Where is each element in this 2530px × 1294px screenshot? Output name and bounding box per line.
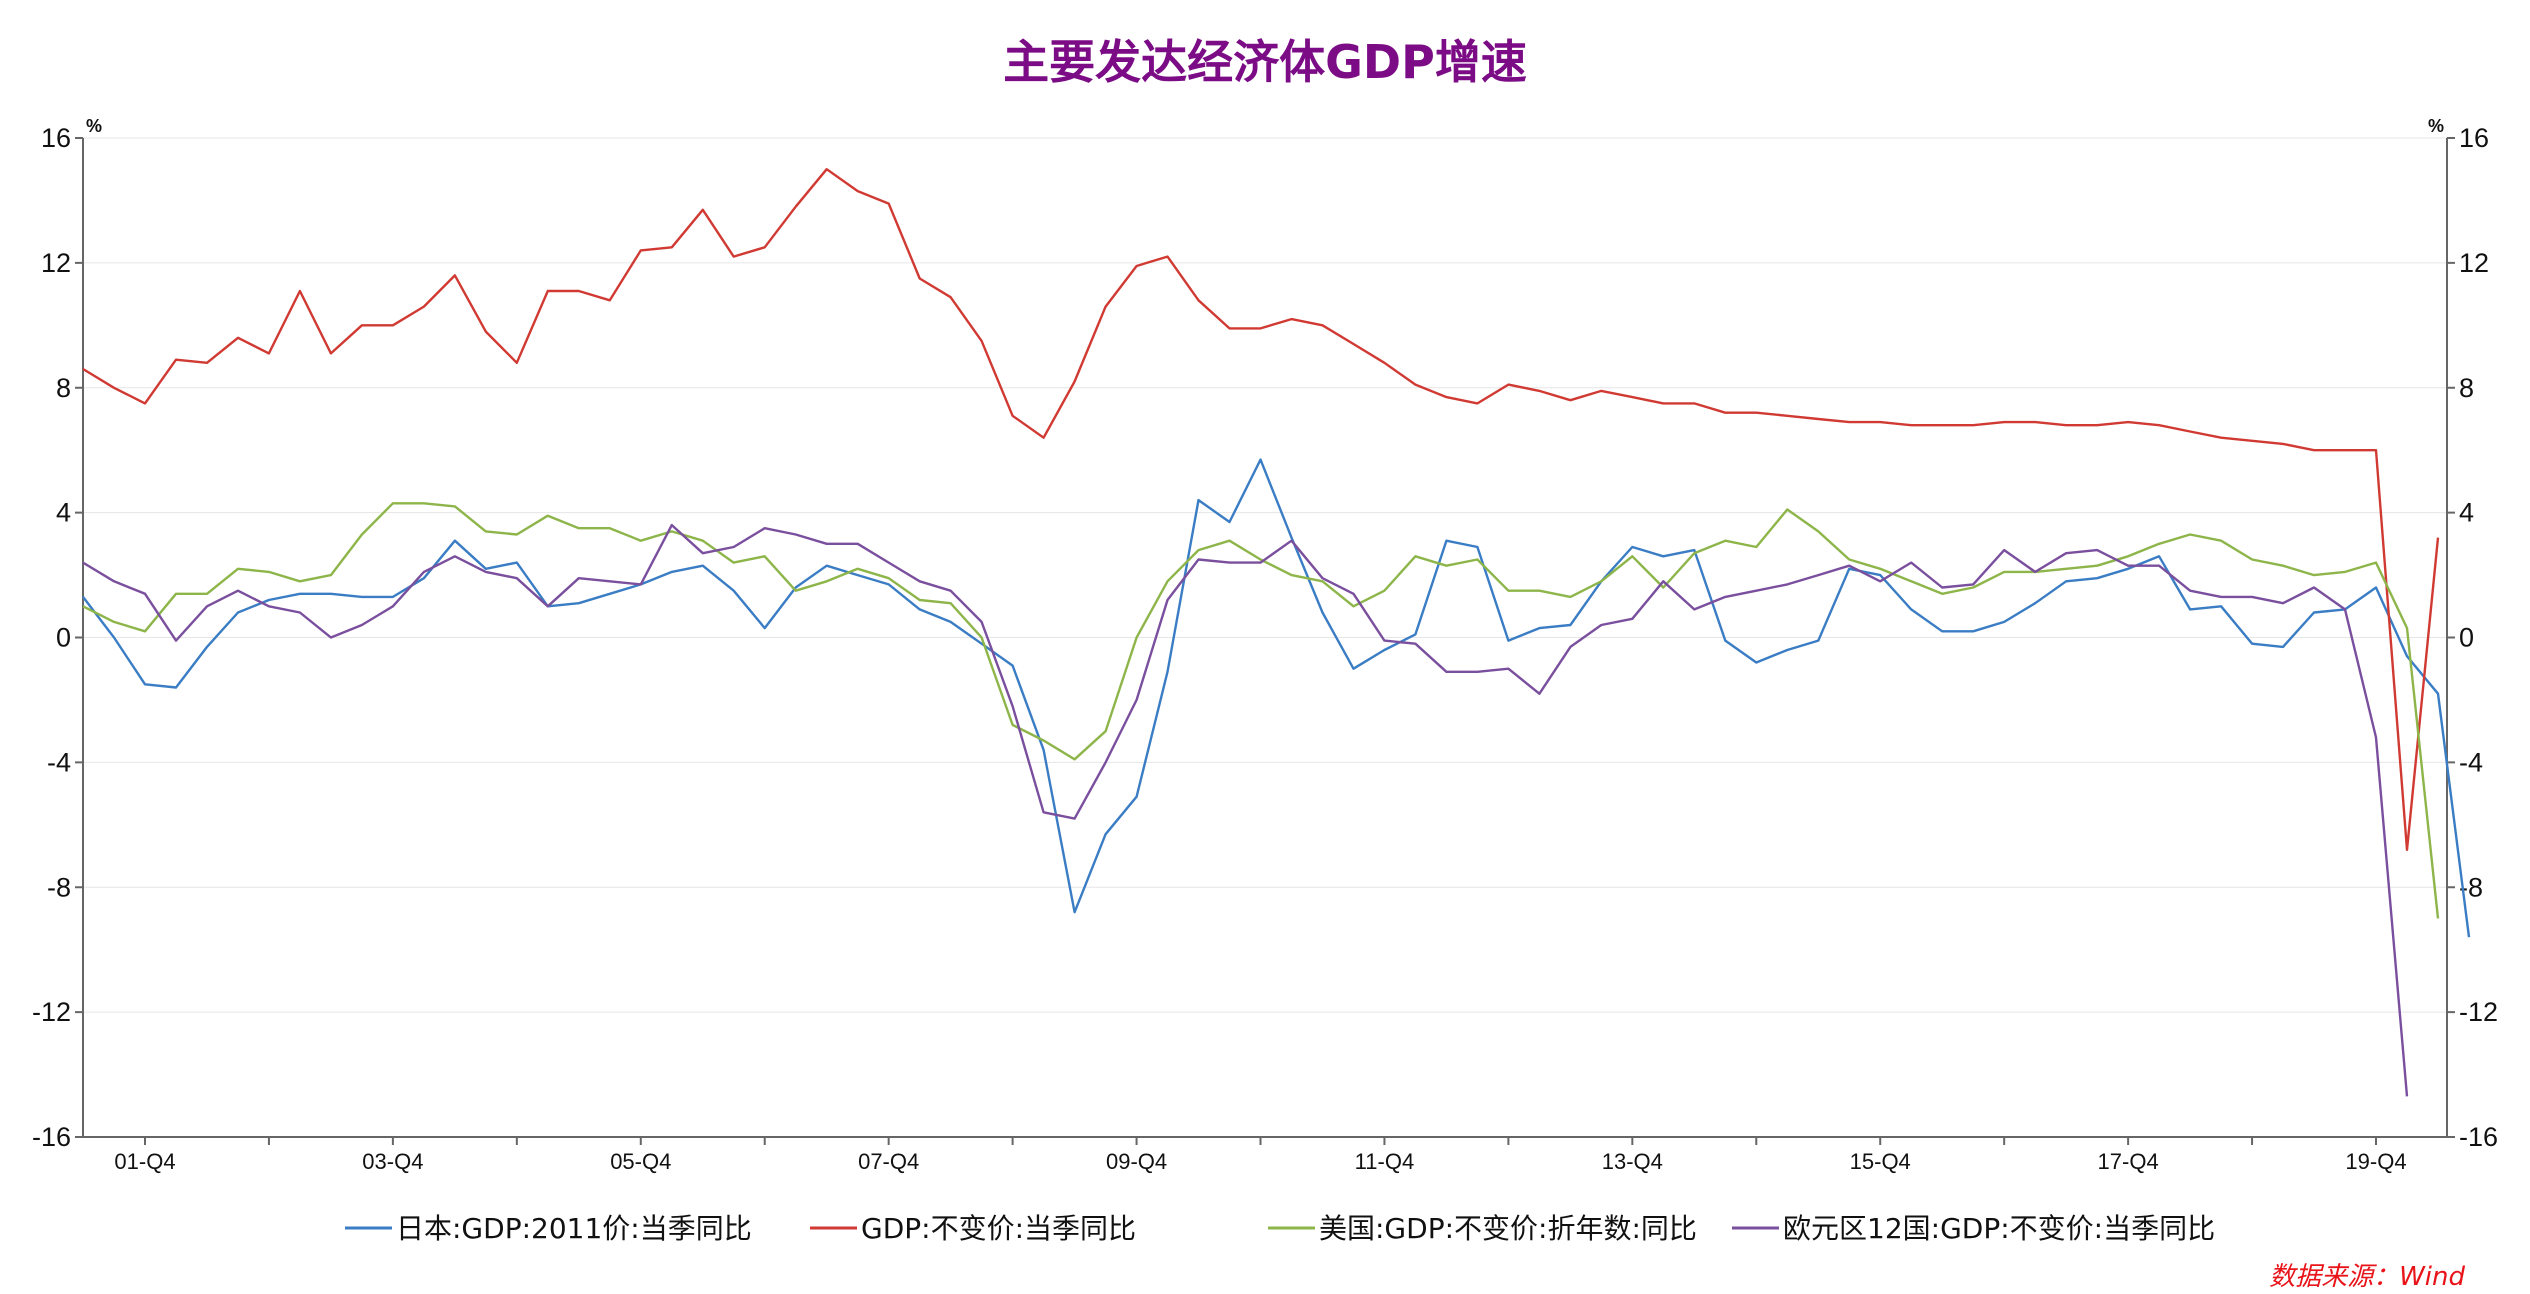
y-tick-label-left: 16 [41, 123, 71, 153]
y-unit-left: % [86, 116, 102, 136]
x-tick-label: 19-Q4 [2345, 1149, 2406, 1174]
series-line-usa [82, 502, 2440, 919]
series-line-euro [82, 523, 2409, 1097]
y-tick-label-left: -16 [32, 1122, 71, 1152]
legend-label-china: GDP:不变价:当季同比 [861, 1212, 1136, 1245]
x-tick-label: 07-Q4 [858, 1149, 919, 1174]
legend-label-euro: 欧元区12国:GDP:不变价:当季同比 [1783, 1212, 2215, 1245]
legend-item-euro[interactable]: 欧元区12国:GDP:不变价:当季同比 [1732, 1212, 2215, 1245]
y-ticks-left: 16 12 8 4 0 -4 -8 -12 -16 [32, 123, 83, 1152]
legend-item-china[interactable]: GDP:不变价:当季同比 [810, 1212, 1136, 1245]
y-tick-label-right: 12 [2459, 248, 2489, 278]
series-line-china [82, 167, 2440, 851]
x-tick-label: 09-Q4 [1106, 1149, 1167, 1174]
x-tick-label: 13-Q4 [1602, 1149, 1663, 1174]
y-tick-label-left: 12 [41, 248, 71, 278]
y-tick-label-right: -4 [2459, 747, 2483, 777]
gridlines [83, 137, 2447, 1138]
x-tick-label: 17-Q4 [2098, 1149, 2159, 1174]
y-tick-label-left: -8 [47, 872, 71, 902]
y-tick-label-right: 4 [2459, 498, 2474, 528]
legend: 日本:GDP:2011价:当季同比 GDP:不变价:当季同比 美国:GDP:不变… [345, 1212, 2215, 1245]
x-tick-label: 01-Q4 [114, 1149, 175, 1174]
x-tick-label: 11-Q4 [1355, 1149, 1415, 1174]
y-tick-label-right: -16 [2459, 1122, 2498, 1152]
legend-label-japan: 日本:GDP:2011价:当季同比 [396, 1212, 752, 1245]
y-unit-right: % [2428, 116, 2444, 136]
x-ticks: 01-Q4 03-Q4 05-Q4 07-Q4 09-Q4 11-Q4 13-Q4 15-Q4… [114, 1137, 2407, 1174]
y-tick-label-left: 0 [56, 623, 71, 653]
y-tick-label-left: -12 [32, 997, 71, 1027]
y-tick-label-right: 16 [2459, 123, 2489, 153]
legend-label-usa: 美国:GDP:不变价:折年数:同比 [1319, 1212, 1697, 1245]
legend-item-usa[interactable]: 美国:GDP:不变价:折年数:同比 [1268, 1212, 1697, 1245]
series-lines [82, 167, 2471, 1097]
chart-title: 主要发达经济体GDP增速 [1003, 35, 1527, 89]
data-source-note: 数据来源：Wind [2269, 1262, 2465, 1292]
y-tick-label-left: -4 [47, 747, 71, 777]
x-tick-label: 05-Q4 [610, 1149, 671, 1174]
y-tick-label-right: 0 [2459, 623, 2474, 653]
y-tick-label-right: -12 [2459, 997, 2498, 1027]
y-tick-label-left: 8 [56, 373, 71, 403]
legend-item-japan[interactable]: 日本:GDP:2011价:当季同比 [345, 1212, 752, 1245]
y-tick-label-right: 8 [2459, 373, 2474, 403]
x-tick-label: 03-Q4 [362, 1149, 423, 1174]
series-line-japan [82, 458, 2471, 938]
x-tick-label: 15-Q4 [1850, 1149, 1911, 1174]
y-tick-label-left: 4 [56, 498, 71, 528]
